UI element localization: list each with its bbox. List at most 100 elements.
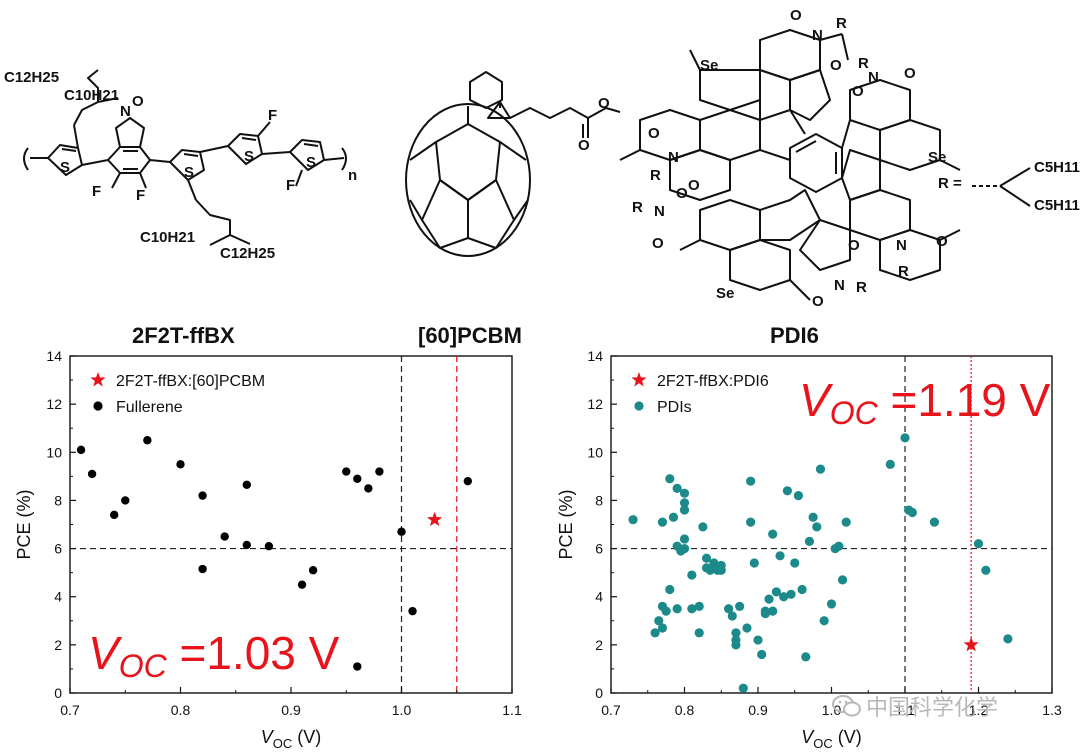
data-point bbox=[87, 469, 97, 479]
pdi-atom-n-1: N bbox=[812, 27, 823, 44]
voc-annotation: VOC =1.03 V bbox=[88, 627, 340, 684]
data-point bbox=[679, 505, 690, 515]
pcbm-structure bbox=[405, 71, 621, 257]
r-group-prefix: R = bbox=[938, 175, 962, 192]
polymer-atom-s3: S bbox=[244, 148, 254, 165]
x-tick-label: 1.3 bbox=[1042, 702, 1062, 718]
pdi-atom-o-3: O bbox=[904, 65, 916, 82]
header-pdi: PDI6 bbox=[770, 323, 819, 348]
polymer-atom-s1: S bbox=[60, 159, 70, 176]
data-point bbox=[687, 570, 697, 580]
legend-marker bbox=[93, 401, 103, 411]
pdi-atom-se-1: Se bbox=[700, 57, 718, 74]
data-point bbox=[768, 529, 778, 539]
pdi-atom-r-2: R bbox=[858, 55, 869, 72]
data-point bbox=[463, 476, 472, 486]
data-point bbox=[790, 558, 800, 568]
legend-label: Fullerene bbox=[116, 399, 183, 416]
data-point bbox=[665, 584, 675, 595]
pdi-atom-se-3: Se bbox=[716, 285, 734, 302]
data-point bbox=[1003, 634, 1013, 644]
x-axis-label: VOC (V) bbox=[261, 727, 322, 751]
data-point bbox=[698, 522, 708, 532]
pdi-atom-o-5: O bbox=[648, 125, 660, 142]
x-tick-label: 0.8 bbox=[171, 702, 191, 718]
data-point bbox=[687, 604, 697, 614]
pcbm-atom-o1: O bbox=[598, 95, 610, 112]
data-point bbox=[353, 662, 362, 671]
data-point bbox=[705, 565, 715, 575]
data-point bbox=[727, 611, 737, 621]
x-tick-label: 0.9 bbox=[748, 702, 768, 718]
data-point bbox=[746, 476, 756, 486]
voc-annotation: VOC =1.19 V bbox=[799, 374, 1051, 431]
data-point bbox=[76, 445, 86, 455]
polymer-atom-f4: F bbox=[286, 177, 295, 194]
y-tick-label: 14 bbox=[587, 348, 603, 364]
data-point bbox=[764, 594, 774, 604]
data-point bbox=[768, 606, 778, 616]
data-point bbox=[242, 480, 251, 489]
data-point bbox=[364, 484, 373, 493]
data-point bbox=[885, 459, 895, 469]
x-tick-label: 1.0 bbox=[822, 702, 842, 718]
data-point bbox=[408, 606, 417, 616]
pdi-atom-o-7: O bbox=[676, 185, 688, 202]
pdi-atom-se-2: Se bbox=[928, 149, 946, 166]
data-point bbox=[793, 491, 804, 501]
pdi-atom-o-10: O bbox=[812, 293, 824, 310]
data-point bbox=[308, 566, 318, 575]
data-point bbox=[679, 543, 690, 554]
pdi-atom-r-4: R bbox=[632, 199, 643, 216]
data-point bbox=[757, 649, 767, 660]
x-tick-label: 1.0 bbox=[392, 702, 412, 718]
data-point bbox=[837, 575, 848, 585]
data-point bbox=[801, 652, 811, 662]
polymer-chain-bot-b: C12H25 bbox=[220, 245, 275, 262]
data-point bbox=[749, 558, 759, 568]
data-point bbox=[738, 683, 748, 693]
data-point bbox=[242, 540, 251, 550]
data-point bbox=[753, 635, 763, 645]
x-axis-label: VOC (V) bbox=[801, 727, 862, 751]
y-tick-label: 8 bbox=[595, 492, 603, 508]
r-group-b: C5H11 bbox=[1034, 197, 1080, 214]
data-point bbox=[900, 433, 910, 443]
data-point bbox=[804, 536, 815, 546]
data-point bbox=[716, 565, 726, 575]
x-tick-label: 1.1 bbox=[895, 702, 915, 718]
y-tick-label: 0 bbox=[54, 685, 62, 701]
header-fullerene: [60]PCBM bbox=[418, 323, 522, 348]
data-point bbox=[297, 580, 307, 589]
y-tick-label: 10 bbox=[587, 444, 603, 460]
polymer-atom-n: N bbox=[120, 103, 131, 120]
polymer-atom-s4: S bbox=[306, 154, 316, 171]
polymer-repeat-n: n bbox=[348, 167, 357, 184]
data-point-star bbox=[963, 636, 979, 652]
data-point bbox=[628, 515, 638, 525]
x-tick-label: 1.2 bbox=[969, 702, 989, 718]
data-point bbox=[709, 558, 719, 568]
data-point bbox=[907, 507, 917, 518]
pdi-atom-o-1: O bbox=[790, 7, 802, 24]
chemical-structures: C12H25 C10H21 N O F F F F S S S S n C10H… bbox=[4, 7, 1080, 310]
data-point bbox=[841, 517, 851, 527]
pcbm-atom-o2: O bbox=[578, 137, 590, 154]
pdi-atom-o-11: O bbox=[936, 233, 948, 250]
pdi6-structure bbox=[619, 29, 961, 301]
pdi-atom-n-6: N bbox=[896, 237, 907, 254]
r-group-a: C5H11 bbox=[1034, 159, 1080, 176]
pdi-atom-n-5: N bbox=[834, 277, 845, 294]
data-point bbox=[650, 628, 660, 638]
data-point bbox=[375, 467, 384, 476]
data-point bbox=[819, 616, 829, 626]
polymer-atom-f3: F bbox=[268, 107, 277, 124]
polymer-chain-top-a: C12H25 bbox=[4, 69, 59, 86]
data-point bbox=[724, 604, 734, 614]
data-point bbox=[782, 486, 793, 496]
y-axis-label: PCE (%) bbox=[14, 489, 34, 559]
pdi-atom-o-9: O bbox=[848, 237, 860, 254]
chart-fullerene-acceptors: 0.7 0.8 0.9 1.0 1.1 0 2 4 6 8 10 12 14 VOC (V) PCE (%)… bbox=[14, 348, 522, 751]
